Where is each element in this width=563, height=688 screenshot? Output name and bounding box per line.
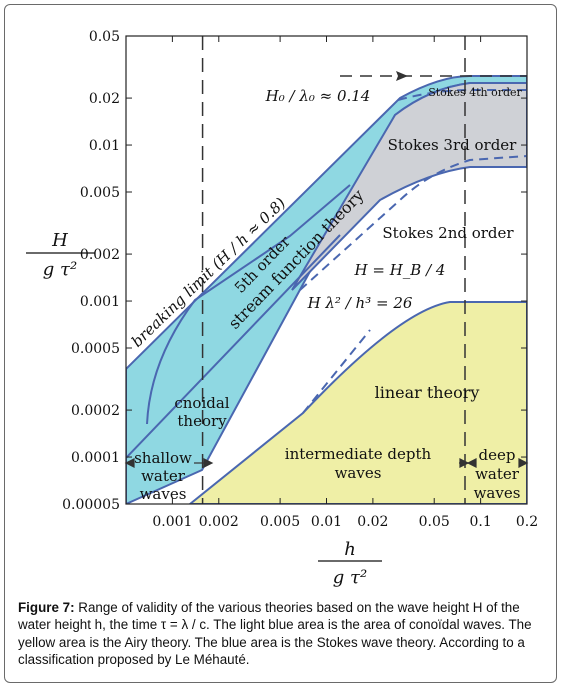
- steepness-label: H₀ / λ₀ ≈ 0.14: [265, 87, 371, 105]
- y-tick-label: 0.002: [80, 247, 120, 263]
- x-tick-label: 0.001: [152, 514, 192, 530]
- x-label-den: g τ²: [333, 567, 367, 588]
- stokes3-label: Stokes 3rd order: [388, 136, 518, 154]
- deep-label-2: water: [475, 465, 520, 483]
- caption-label: Figure 7:: [18, 600, 75, 615]
- intermediate-label-1: intermediate depth: [285, 445, 432, 463]
- y-tick-label: 0.02: [89, 91, 120, 107]
- hb4-label: H = H_B / 4: [354, 261, 446, 279]
- y-tick-label: 0.01: [89, 138, 120, 154]
- linear-theory-label: linear theory: [375, 383, 480, 402]
- y-tick-label: 0.005: [80, 185, 120, 201]
- caption-text: Range of validity of the various theorie…: [18, 600, 532, 668]
- axis-ticks: 0.001 0.002 0.005 0.01 0.02 0.05 0.1 0.2 0.05 0.0…: [62, 29, 538, 530]
- cnoidal-label-1: cnoidal: [174, 394, 229, 412]
- x-tick-label: 0.05: [419, 514, 450, 530]
- ursell-label: H λ² / h³ = 26: [307, 294, 413, 312]
- shallow-label-2: water: [141, 467, 186, 485]
- y-label-num: H: [51, 230, 68, 251]
- cnoidal-label-2: theory: [177, 412, 227, 430]
- stokes-band-region: [291, 82, 527, 291]
- intermediate-label-2: waves: [335, 464, 382, 482]
- y-label-den: g τ²: [43, 259, 77, 280]
- x-tick-label: 0.02: [357, 514, 388, 530]
- deep-label-3: waves: [474, 484, 521, 502]
- shallow-label-3: waves: [140, 485, 187, 503]
- x-tick-label: 0.002: [199, 514, 239, 530]
- y-tick-label: 0.0005: [71, 341, 120, 357]
- x-tick-label: 0.005: [260, 514, 300, 530]
- y-tick-label: 0.00005: [62, 497, 120, 513]
- y-tick-label: 0.001: [80, 294, 120, 310]
- validity-diagram: 0.001 0.002 0.005 0.01 0.02 0.05 0.1 0.2 0.05 0.0…: [26, 29, 538, 588]
- cnoidal-boundary: [146, 184, 351, 425]
- stokes-boundary-2: [299, 155, 527, 291]
- y-tick-label: 0.0002: [71, 403, 120, 419]
- x-tick-label: 0.2: [516, 514, 538, 530]
- stokes-boundary-4: [397, 89, 527, 101]
- deep-label-1: deep: [479, 446, 516, 464]
- steepness-arrow: [396, 71, 408, 81]
- figure-caption: Figure 7: Range of validity of the vario…: [18, 599, 548, 669]
- x-tick-label: 0.01: [311, 514, 342, 530]
- linear-theory-region: [188, 301, 527, 504]
- x-label-num: h: [344, 539, 356, 560]
- y-tick-label: 0.05: [89, 29, 120, 45]
- ursell-line: [126, 234, 341, 459]
- x-tick-label: 0.1: [469, 514, 491, 530]
- stokes4-label: Stokes 4th order: [428, 86, 522, 99]
- stokes2-label: Stokes 2nd order: [382, 224, 514, 242]
- shallow-label-1: shallow: [134, 449, 192, 467]
- dimension-arrows: [124, 458, 529, 468]
- y-tick-label: 0.0001: [71, 450, 120, 466]
- stokes-boundary-3: [302, 329, 371, 414]
